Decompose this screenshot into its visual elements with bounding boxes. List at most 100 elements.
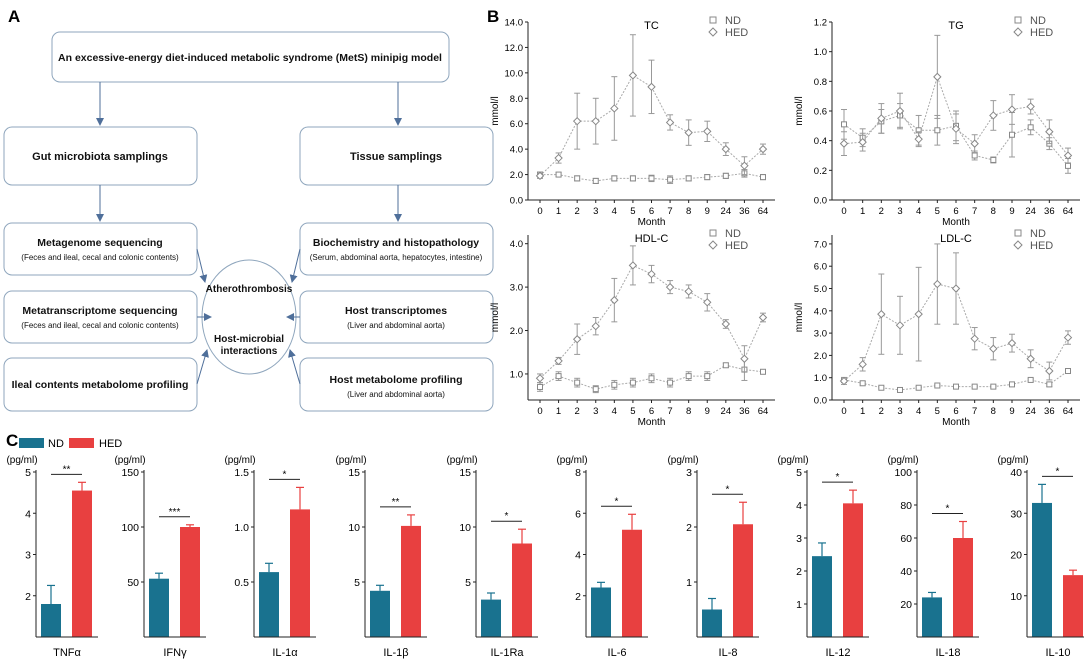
y-tick-label: 3: [796, 533, 802, 545]
x-tick-label: 36: [739, 406, 750, 417]
flow-center-top: Atherothrombosis: [206, 284, 293, 295]
y-tick-label: 0.0: [510, 196, 523, 207]
y-tick-label: 1.0: [510, 369, 523, 380]
y-tick-label: 2: [575, 591, 581, 603]
legend-marker-hed: [1013, 240, 1023, 250]
legend-label: ND: [1030, 15, 1046, 27]
flow-ileal-title: Ileal contents metabolome profiling: [12, 379, 189, 391]
y-tick-label: 2.0: [510, 170, 523, 181]
y-tick-label: 40: [1010, 467, 1022, 479]
x-tick-label: 7: [972, 206, 977, 217]
legend-label: HED: [1030, 240, 1053, 252]
bar-chart-il10: (pg/ml) 10 20 30 40 * IL-10: [997, 455, 1084, 659]
y-tick-label: 80: [900, 500, 912, 512]
data-point-nd: [555, 373, 562, 380]
bar-hed: [290, 509, 310, 637]
data-point-hed: [877, 114, 886, 123]
data-point-hed: [665, 282, 675, 292]
unit-label: (pg/ml): [887, 455, 918, 466]
data-point-hed: [1007, 338, 1017, 348]
flow-transcriptome-sub: (Liver and abdominal aorta): [347, 321, 445, 330]
y-tick-label: 100: [894, 467, 912, 479]
y-tick-label: 3.0: [814, 329, 827, 340]
x-axis-label: IFNγ: [163, 647, 187, 659]
data-point-nd: [915, 384, 922, 391]
x-tick-label: 8: [686, 206, 691, 217]
y-tick-label: 3.0: [510, 283, 523, 294]
data-point-hed: [721, 319, 731, 329]
y-tick-label: 40: [900, 566, 912, 578]
bar-nd: [259, 572, 279, 637]
line-chart-ldl-c: 0.0 1.0 2.0 3.0 4.0 5.0 6.0 7.0 0 1 2 3 4 5 6 7 8 9 24 36 64…: [794, 228, 1080, 428]
data-point-hed: [628, 71, 638, 80]
x-tick-label: 6: [649, 206, 654, 217]
y-tick-label: 8.0: [510, 94, 523, 105]
data-point-hed: [989, 111, 998, 120]
bar-nd: [481, 599, 501, 637]
bar-chart-il1: (pg/ml) 0.5 1.0 1.5 * IL-1α: [224, 455, 316, 659]
x-tick-label: 3: [897, 406, 902, 417]
x-tick-label: 36: [1044, 406, 1055, 417]
data-point-nd: [611, 381, 618, 388]
x-tick-label: 2: [575, 406, 580, 417]
x-tick-label: 4: [916, 206, 921, 217]
y-tick-label: 0.0: [814, 396, 827, 407]
x-tick-label: 5: [630, 406, 635, 417]
data-point-nd: [760, 174, 766, 181]
data-point-hed: [591, 116, 600, 126]
legend-label: ND: [725, 228, 741, 240]
y-tick-label: 4: [25, 508, 31, 520]
bar-hed: [401, 525, 421, 637]
bar-nd: [812, 556, 832, 637]
data-point-hed: [572, 335, 582, 344]
series-nd: [537, 168, 766, 184]
data-point-hed: [858, 137, 867, 147]
y-tick-label: 0.5: [234, 577, 249, 589]
data-point-nd: [537, 383, 543, 390]
data-point-nd: [760, 368, 766, 375]
data-point-hed: [1026, 102, 1035, 111]
significance-label: **: [392, 497, 400, 508]
x-tick-label: 24: [1025, 206, 1036, 217]
bar-nd: [591, 587, 611, 637]
y-tick-label: 7.0: [814, 239, 827, 250]
bar-nd: [149, 578, 169, 637]
x-axis-label: IL-18: [935, 647, 960, 659]
x-tick-label: 36: [739, 206, 750, 217]
x-axis-label: Month: [638, 417, 666, 428]
y-tick-label: 2: [686, 522, 692, 534]
series-hed: [839, 243, 1073, 386]
x-tick-label: 0: [537, 206, 542, 217]
legend-marker-hed: [708, 27, 718, 37]
data-point-hed: [591, 321, 600, 331]
x-axis-label: IL-10: [1045, 647, 1070, 659]
y-tick-label: 10: [1010, 591, 1022, 603]
x-tick-label: 36: [1044, 206, 1055, 217]
x-tick-label: 0: [841, 206, 846, 217]
flow-metagenome-sub: (Feces and ileal, cecal and colonic cont…: [21, 253, 179, 262]
data-point-hed: [989, 344, 998, 353]
significance-label: *: [615, 496, 619, 507]
data-point-nd: [934, 127, 941, 134]
flow-transcriptome-title: Host transcriptomes: [345, 305, 447, 317]
x-axis-label: TNFα: [53, 647, 81, 659]
data-point-nd: [685, 373, 692, 380]
data-point-hed: [933, 72, 942, 82]
x-tick-label: 8: [991, 406, 996, 417]
y-tick-label: 4.0: [814, 306, 827, 317]
chart-title: TG: [948, 20, 963, 32]
significance-label: *: [836, 472, 840, 483]
data-point-nd: [667, 176, 674, 183]
significance-label: *: [1056, 466, 1060, 477]
bar-nd: [702, 609, 722, 637]
x-tick-label: 1: [556, 206, 561, 217]
x-tick-label: 1: [556, 406, 561, 417]
legend-marker-nd: [1014, 16, 1022, 24]
data-point-nd: [667, 379, 674, 386]
y-tick-label: 1: [686, 577, 692, 589]
unit-label: (pg/ml): [667, 455, 698, 466]
data-point-nd: [629, 175, 636, 182]
flow-box-metabolome: [299, 357, 494, 412]
data-point-nd: [897, 386, 903, 393]
x-tick-label: 6: [953, 406, 958, 417]
